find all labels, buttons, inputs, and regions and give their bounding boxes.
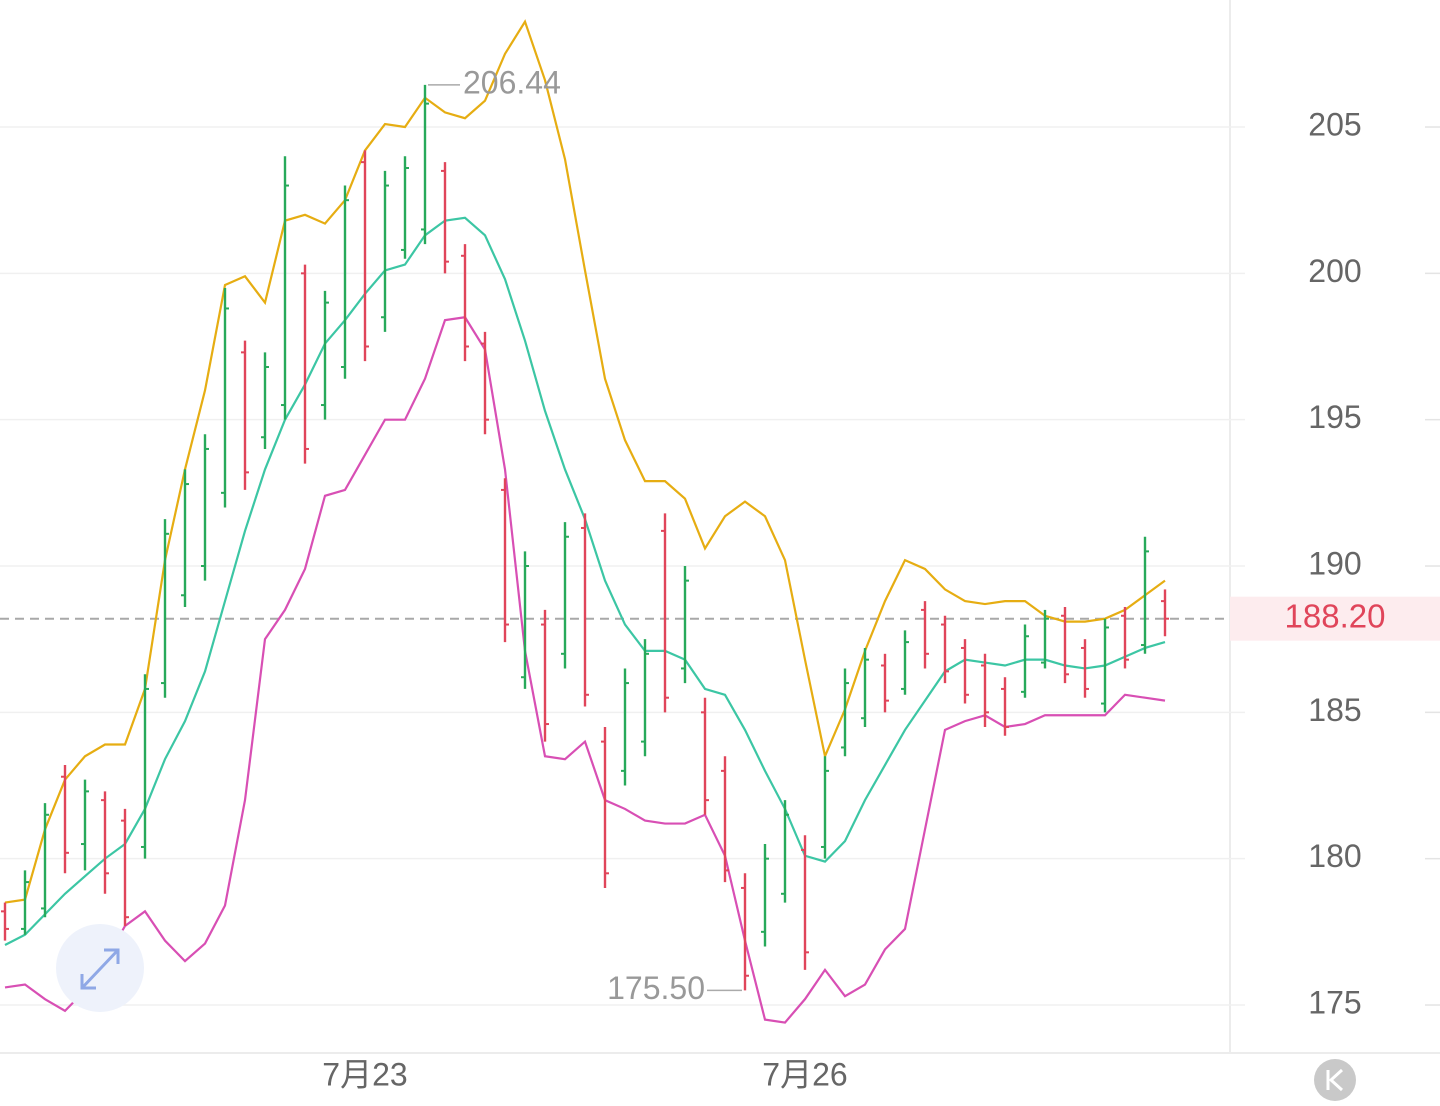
ohlc-bar [881,653,889,713]
ohlc-bar [621,668,629,786]
ohlc-bar [481,331,489,435]
last-price-box [1230,596,1440,641]
ohlc-bar [101,791,109,894]
y-tick-label: 195 [1308,399,1361,435]
y-tick-label: 180 [1308,838,1361,874]
ohlc-bar [581,513,589,707]
ohlc-bar [21,870,29,935]
ohlc-bar [141,674,149,859]
ohlc-bar [701,697,709,815]
ohlc-bar [401,156,409,259]
ohlc-bar [1121,606,1129,669]
ohlc-bar [1101,618,1109,713]
ohlc-bar [121,808,129,926]
ohlc-bar [221,287,229,508]
ohlc-bar [461,244,469,362]
ohlc-bar [1001,677,1009,736]
expand-icon[interactable] [80,948,120,990]
ohlc-bar [501,478,509,643]
ohlc-bar [1161,589,1169,637]
ohlc-bar [321,290,329,420]
ohlc-bar [1141,536,1149,654]
last-price-label: 188.20 [1285,597,1386,634]
y-tick-label: 205 [1308,106,1361,142]
ohlc-bar [541,609,549,742]
x-tick-label: 7月26 [762,1056,847,1092]
ohlc-bar [421,84,429,245]
ohlc-bar [61,765,69,874]
ohlc-bar [201,434,209,581]
ohlc-bar [561,522,569,669]
ohlc-bar [81,779,89,871]
ohlc-bar [341,185,349,379]
ohlc-bar [1021,624,1029,698]
ohlc-bar [781,800,789,903]
ohlc-bar [861,647,869,727]
ohlc-bar [521,551,529,689]
x-tick-label: 7月23 [322,1056,407,1092]
ohlc-bar [361,150,369,362]
ohlc-bar [41,803,49,918]
y-tick-label: 190 [1308,545,1361,581]
ohlc-bar [281,156,289,420]
ohlc-bar [821,756,829,859]
ohlc-bar [1081,639,1089,698]
ohlc-bar [261,352,269,449]
low-label: 175.50 [607,970,705,1006]
ohlc-bar [181,469,189,607]
high-label: 206.44 [463,64,561,100]
expand-button[interactable] [56,924,144,1012]
ohlc-bar [661,513,669,713]
ohlc-bar [641,639,649,757]
band-line [4,19,1166,904]
ohlc-bar [981,653,989,727]
ohlc-bar [841,668,849,757]
ohlc-bar [161,519,169,698]
ohlc-bar [761,844,769,947]
ohlc-bar [381,170,389,332]
k-button[interactable] [1314,1059,1356,1101]
ohlc-bar [921,601,929,669]
ohlc-bar [601,726,609,888]
ohlc-bar [961,639,969,704]
k-icon[interactable] [1326,1068,1344,1092]
ohlc-bar [801,835,809,970]
y-tick-label: 175 [1308,984,1361,1020]
ohlc-bar [941,615,949,684]
ohlc-bar [901,630,909,695]
ohlc-bar [681,566,689,684]
y-tick-label: 200 [1308,253,1361,289]
ohlc-bar [441,162,449,274]
ohlc-bar [1061,606,1069,684]
ohlc-bar [241,340,249,490]
ohlc-bar [301,264,309,464]
ohlc-bar [721,756,729,883]
k-button-bg[interactable] [1314,1059,1356,1101]
band-line [4,316,1166,1024]
ohlc-bar [741,873,749,991]
y-tick-label: 185 [1308,692,1361,728]
ohlc-bar [1,902,9,941]
ohlc-bar [1041,609,1049,669]
